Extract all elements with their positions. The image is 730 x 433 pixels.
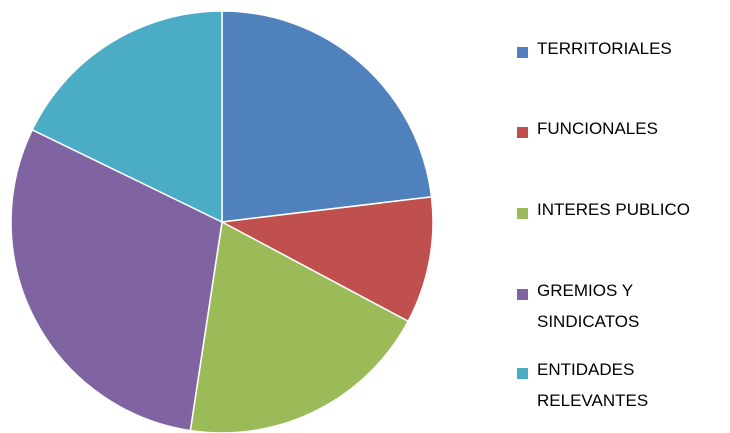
legend-item: GREMIOS Y SINDICATOS bbox=[517, 281, 727, 337]
legend-label: ENTIDADES RELEVANTES bbox=[537, 360, 649, 410]
pie-area bbox=[10, 10, 434, 433]
legend-swatch bbox=[517, 127, 528, 138]
legend-swatch bbox=[517, 289, 528, 300]
legend-item: FUNCIONALES bbox=[517, 119, 727, 144]
legend-swatch bbox=[517, 208, 528, 219]
legend-label: INTERES PUBLICO bbox=[537, 200, 691, 219]
pie-slice bbox=[219, 196, 434, 323]
legend-swatch bbox=[517, 368, 528, 379]
legend-label: FUNCIONALES bbox=[537, 119, 658, 138]
pie-slice bbox=[221, 10, 433, 223]
legend-label: TERRITORIALES bbox=[537, 39, 672, 58]
legend-label: GREMIOS Y SINDICATOS bbox=[537, 281, 640, 331]
pie-slice bbox=[10, 128, 223, 432]
legend-item: ENTIDADES RELEVANTES bbox=[517, 360, 727, 416]
legend-item: TERRITORIALES bbox=[517, 39, 727, 64]
legend-swatch bbox=[517, 47, 528, 58]
pie-slice bbox=[31, 10, 223, 224]
legend-item: INTERES PUBLICO bbox=[517, 200, 727, 225]
